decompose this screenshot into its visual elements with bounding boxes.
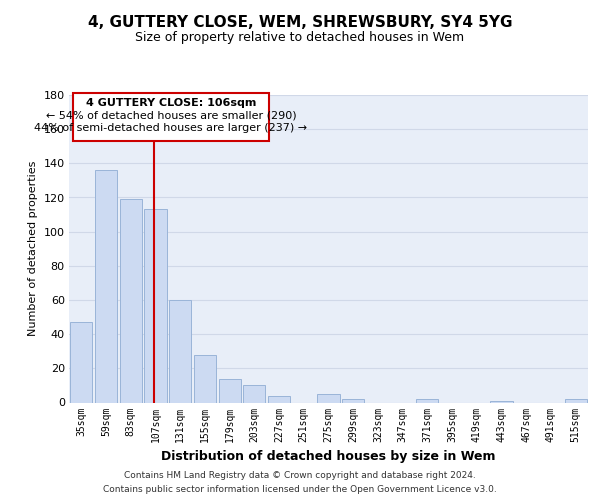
Bar — [169, 300, 191, 402]
Text: 44% of semi-detached houses are larger (237) →: 44% of semi-detached houses are larger (… — [34, 124, 308, 134]
Bar — [490, 401, 512, 402]
Text: Size of property relative to detached houses in Wem: Size of property relative to detached ho… — [136, 31, 464, 44]
Bar — [565, 399, 587, 402]
FancyBboxPatch shape — [73, 94, 269, 141]
Text: Contains HM Land Registry data © Crown copyright and database right 2024.: Contains HM Land Registry data © Crown c… — [124, 472, 476, 480]
Bar — [416, 399, 439, 402]
Text: 4 GUTTERY CLOSE: 106sqm: 4 GUTTERY CLOSE: 106sqm — [86, 98, 256, 108]
Bar — [243, 386, 265, 402]
Bar — [194, 354, 216, 403]
Bar — [70, 322, 92, 402]
Bar — [95, 170, 117, 402]
Text: ← 54% of detached houses are smaller (290): ← 54% of detached houses are smaller (29… — [46, 110, 296, 120]
Text: Contains public sector information licensed under the Open Government Licence v3: Contains public sector information licen… — [103, 484, 497, 494]
Bar — [268, 396, 290, 402]
Bar — [342, 399, 364, 402]
Y-axis label: Number of detached properties: Number of detached properties — [28, 161, 38, 336]
Text: 4, GUTTERY CLOSE, WEM, SHREWSBURY, SY4 5YG: 4, GUTTERY CLOSE, WEM, SHREWSBURY, SY4 5… — [88, 15, 512, 30]
Bar — [317, 394, 340, 402]
Bar — [218, 378, 241, 402]
X-axis label: Distribution of detached houses by size in Wem: Distribution of detached houses by size … — [161, 450, 496, 463]
Bar — [119, 199, 142, 402]
Bar — [145, 210, 167, 402]
